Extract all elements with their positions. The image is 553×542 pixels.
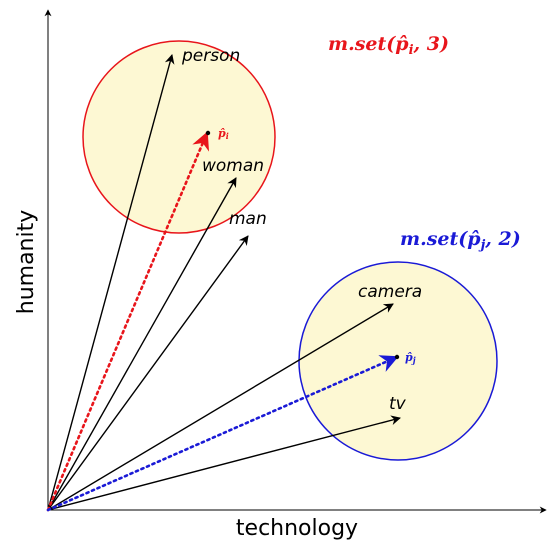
vector-camera (47, 303, 394, 511)
x-axis-label: technology (236, 516, 358, 541)
vector-man (47, 235, 249, 511)
set-label-j: m.set(p̂j, 2) (400, 228, 521, 253)
label-woman: woman (202, 156, 264, 176)
point-p-j (394, 354, 400, 360)
label-p-i: p̂i (218, 127, 229, 141)
set-circle-i (82, 40, 276, 234)
vector-woman (47, 177, 237, 511)
label-p-j: p̂j (405, 351, 416, 365)
vector-person (47, 54, 175, 511)
vector-p-j (46, 355, 399, 512)
point-p-i (205, 130, 211, 136)
label-person: person (181, 46, 240, 66)
label-tv: tv (389, 394, 407, 414)
label-man: man (229, 209, 267, 229)
vector-p-i (46, 131, 210, 512)
label-camera: camera (358, 282, 422, 302)
vector-tv (47, 415, 401, 511)
y-axis-label: humanity (14, 210, 39, 315)
set-label-i: m.set(p̂i, 3) (328, 33, 449, 58)
